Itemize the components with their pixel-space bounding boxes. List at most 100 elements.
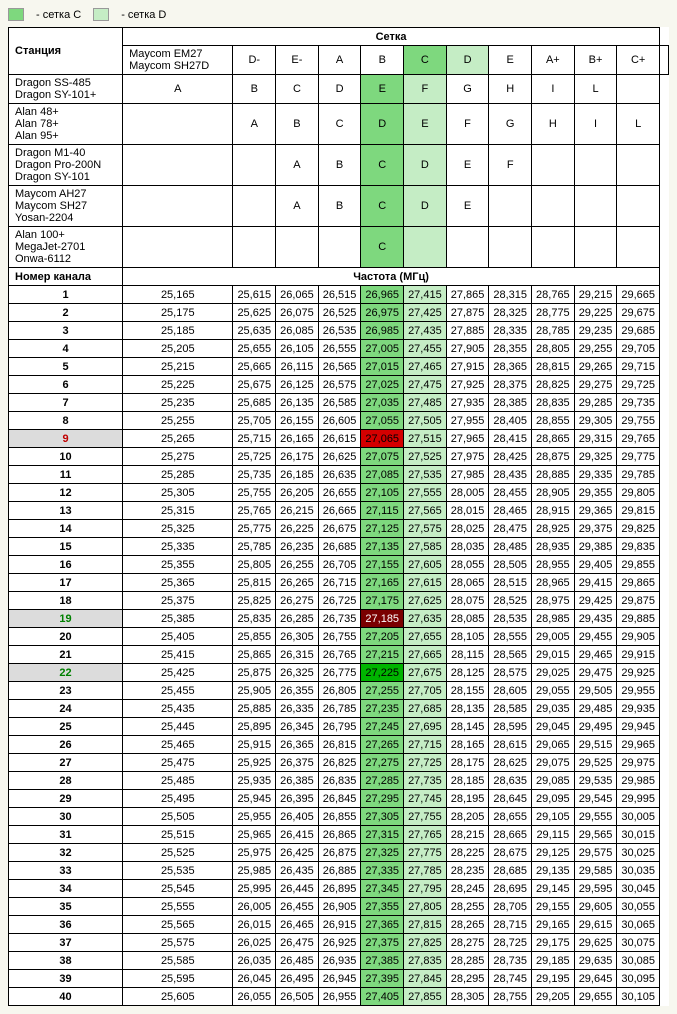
cell: 27,255 — [361, 682, 404, 700]
cell: 28,275 — [446, 934, 489, 952]
cell: 27,875 — [446, 304, 489, 322]
cell: 29,875 — [617, 592, 660, 610]
cell: 27,465 — [404, 358, 447, 376]
cell: 13 — [9, 502, 123, 520]
cell: 28,215 — [446, 826, 489, 844]
cell: 29,715 — [617, 358, 660, 376]
cell: 28,955 — [532, 556, 575, 574]
cell: 29,415 — [574, 574, 617, 592]
cell: 29,315 — [574, 430, 617, 448]
cell: 29,065 — [532, 736, 575, 754]
cell: 28,575 — [489, 664, 532, 682]
cell: 28,835 — [532, 394, 575, 412]
cell: 25,585 — [123, 952, 233, 970]
cell — [123, 227, 233, 268]
cell: E — [489, 46, 532, 75]
cell: 28,325 — [489, 304, 532, 322]
cell: 26,955 — [318, 988, 361, 1006]
cell: 28,025 — [446, 520, 489, 538]
cell: 34 — [9, 880, 123, 898]
cell: 28,985 — [532, 610, 575, 628]
cell: 20 — [9, 628, 123, 646]
cell: 29,835 — [617, 538, 660, 556]
cell: 23 — [9, 682, 123, 700]
cell: A — [123, 75, 233, 104]
cell: 25 — [9, 718, 123, 736]
cell: 25,935 — [233, 772, 276, 790]
cell: 29,535 — [574, 772, 617, 790]
cell: 29,815 — [617, 502, 660, 520]
cell: 30,015 — [617, 826, 660, 844]
cell: 28,775 — [532, 304, 575, 322]
cell: 9 — [9, 430, 123, 448]
cell: 25,275 — [123, 448, 233, 466]
cell: 28,875 — [532, 448, 575, 466]
cell: 29,905 — [617, 628, 660, 646]
cell: I — [574, 104, 617, 145]
cell: 26,805 — [318, 682, 361, 700]
cell: 26,655 — [318, 484, 361, 502]
cell: 26,985 — [361, 322, 404, 340]
cell: 26,055 — [233, 988, 276, 1006]
cell: Номер канала — [9, 268, 123, 286]
cell: C — [361, 145, 404, 186]
cell: 29,165 — [532, 916, 575, 934]
cell: 29,545 — [574, 790, 617, 808]
cell: 26,635 — [318, 466, 361, 484]
cell: 27,325 — [361, 844, 404, 862]
cell: 28 — [9, 772, 123, 790]
cell: 26,075 — [276, 304, 319, 322]
cell: 29,945 — [617, 718, 660, 736]
cell: 25,975 — [233, 844, 276, 862]
cell: 29,665 — [617, 286, 660, 304]
cell: 26,215 — [276, 502, 319, 520]
cell: 27,405 — [361, 988, 404, 1006]
cell: 25,495 — [123, 790, 233, 808]
cell: B — [318, 145, 361, 186]
cell: D — [318, 75, 361, 104]
cell: 29,335 — [574, 466, 617, 484]
cell: 28,285 — [446, 952, 489, 970]
cell: 28,635 — [489, 772, 532, 790]
cell: 26,315 — [276, 646, 319, 664]
cell: 26,825 — [318, 754, 361, 772]
cell: 29,475 — [574, 664, 617, 682]
cell: 25,335 — [123, 538, 233, 556]
cell: 25,705 — [233, 412, 276, 430]
cell: 29,925 — [617, 664, 660, 682]
cell: 27,115 — [361, 502, 404, 520]
cell: 29,575 — [574, 844, 617, 862]
cell: 8 — [9, 412, 123, 430]
legend-d-label: - сетка D — [121, 9, 166, 21]
cell: 29,655 — [574, 988, 617, 1006]
cell: 28,425 — [489, 448, 532, 466]
cell: Частота (МГц) — [123, 268, 660, 286]
cell: 26,935 — [318, 952, 361, 970]
cell: 27,285 — [361, 772, 404, 790]
cell: 29,205 — [532, 988, 575, 1006]
cell: 35 — [9, 898, 123, 916]
cell: L — [617, 104, 660, 145]
cell: 25,565 — [123, 916, 233, 934]
cell: 27,025 — [361, 376, 404, 394]
cell: 28,315 — [489, 286, 532, 304]
cell: 28,175 — [446, 754, 489, 772]
cell: 29,215 — [574, 286, 617, 304]
cell: 24 — [9, 700, 123, 718]
cell: 26,855 — [318, 808, 361, 826]
cell: 28,415 — [489, 430, 532, 448]
cell: 25,265 — [123, 430, 233, 448]
cell: 28,645 — [489, 790, 532, 808]
cell: 27,315 — [361, 826, 404, 844]
cell: G — [489, 104, 532, 145]
swatch-c — [8, 8, 24, 21]
cell: 25,465 — [123, 736, 233, 754]
cell: 29,495 — [574, 718, 617, 736]
cell: 29,705 — [617, 340, 660, 358]
cell: 26,705 — [318, 556, 361, 574]
cell — [123, 104, 233, 145]
cell: 37 — [9, 934, 123, 952]
cell: 26,525 — [318, 304, 361, 322]
cell: 28,365 — [489, 358, 532, 376]
cell: 27,525 — [404, 448, 447, 466]
